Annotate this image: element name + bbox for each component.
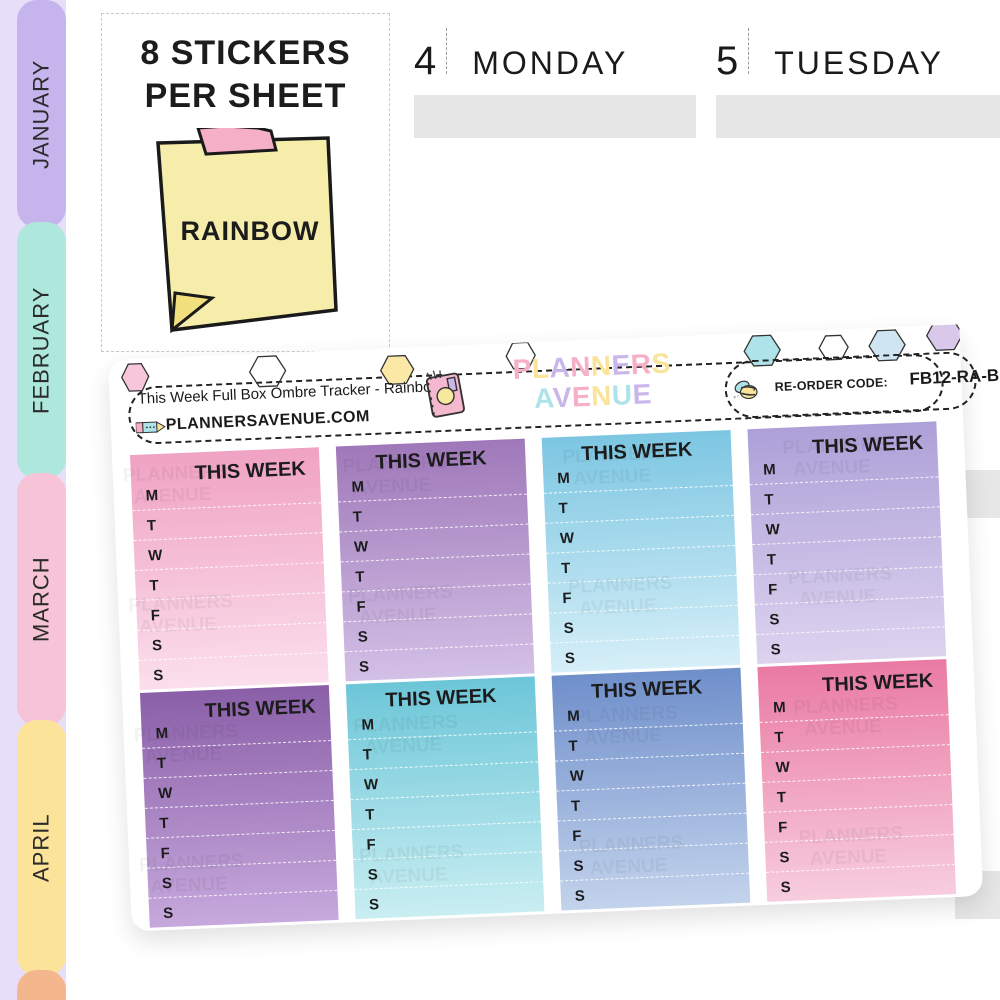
svg-text:RAINBOW: RAINBOW bbox=[181, 216, 320, 246]
